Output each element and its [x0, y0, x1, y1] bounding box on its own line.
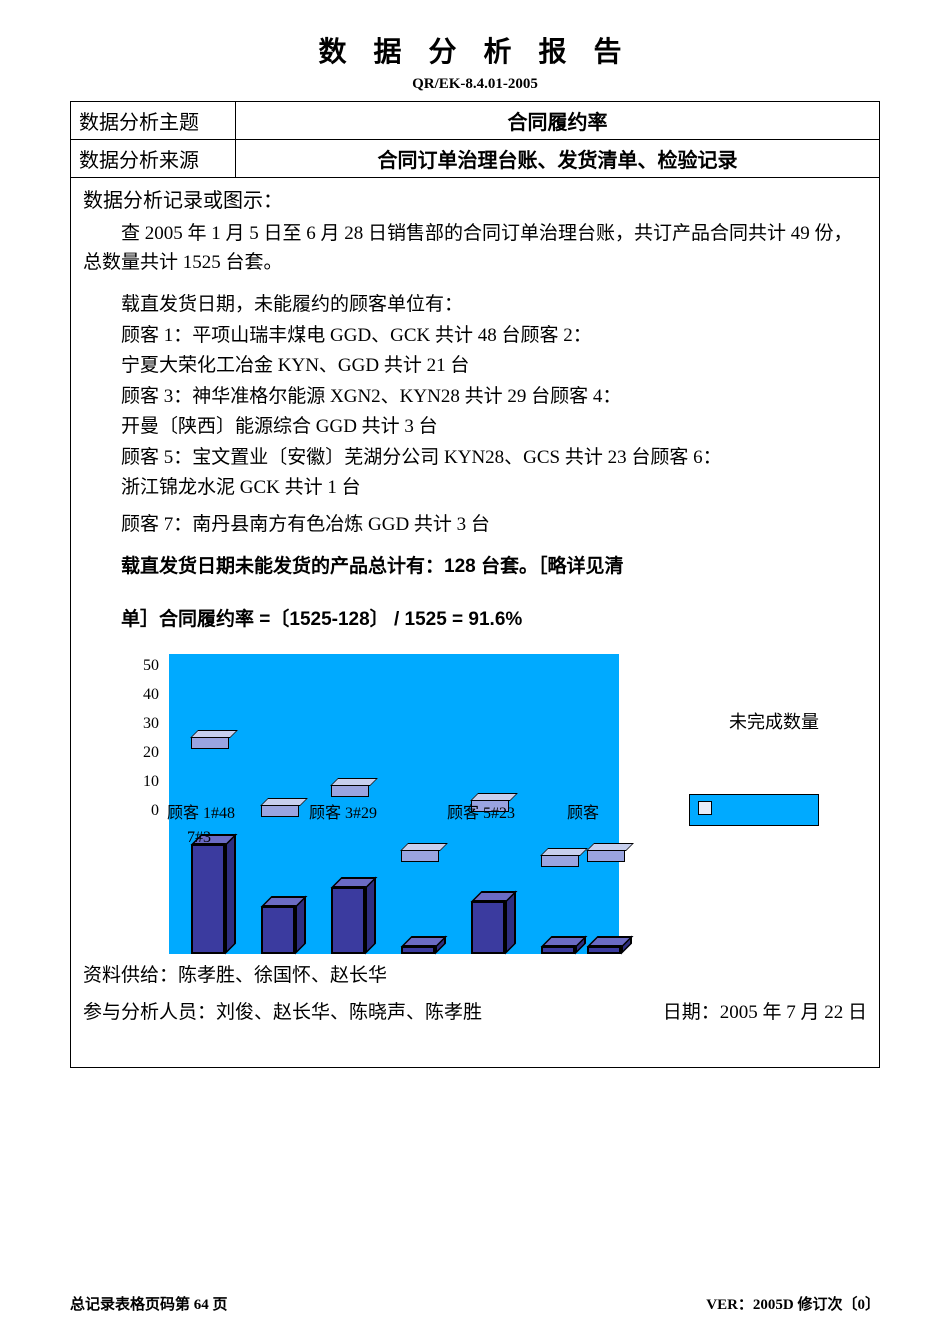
- bar: [587, 946, 621, 954]
- cust1: 顾客 1：平项山瑞丰煤电 GGD、GCK 共计 48 台顾客 2：: [121, 322, 867, 351]
- calc-line: 单］合同履约率 =〔1525-128〕 / 1525 = 91.6%: [121, 606, 867, 635]
- x-label: 顾客 5#23: [447, 802, 515, 826]
- cust2: 宁夏大荣化工冶金 KYN、GGD 共计 21 台: [121, 352, 867, 381]
- bar-cap: [191, 737, 229, 749]
- analysts: 参与分析人员：刘俊、赵长华、陈晓声、陈孝胜: [83, 999, 482, 1028]
- total-line: 载直发货日期未能发货的产品总计有：128 台套。［略详见清: [121, 553, 867, 582]
- legend-marker: [698, 801, 712, 815]
- footer-right: VER：2005D 修订次〔0〕: [706, 1293, 880, 1314]
- bar-cap: [587, 850, 625, 862]
- list-intro: 载直发货日期，未能履约的顾客单位有：: [121, 291, 867, 320]
- bar-cap: [331, 785, 369, 797]
- subject-value: 合同履约率: [236, 102, 880, 140]
- source-value: 合同订单治理台账、发货清单、检验记录: [236, 140, 880, 178]
- report-table: 数据分析主题 合同履约率 数据分析来源 合同订单治理台账、发货清单、检验记录 数…: [70, 101, 880, 1068]
- cust3: 顾客 3：神华准格尔能源 XGN2、KYN28 共计 29 台顾客 4：: [121, 383, 867, 412]
- para1: 查 2005 年 1 月 5 日至 6 月 28 日销售部的合同订单治理台账，共…: [83, 220, 867, 277]
- page-title: 数 据 分 析 报 告: [70, 30, 880, 70]
- source-label: 数据分析来源: [71, 140, 236, 178]
- bar: [541, 946, 575, 954]
- bar: [191, 844, 225, 954]
- cust4: 开曼〔陕西〕能源综合 GGD 共计 3 台: [121, 413, 867, 442]
- doc-code: QR/EK-8.4.01-2005: [70, 76, 880, 93]
- bar-cap: [541, 855, 579, 867]
- subject-label: 数据分析主题: [71, 102, 236, 140]
- bar-cap: [261, 805, 299, 817]
- bar: [331, 887, 365, 954]
- x-label: 顾客: [567, 802, 599, 826]
- x-label: 顾客 1#48: [167, 802, 235, 826]
- bar-cap: [401, 850, 439, 862]
- plot-area: 未完成数量 顾客 1#487#3顾客 3#29顾客 5#23顾客: [169, 654, 619, 954]
- date: 日期：2005 年 7 月 22 日: [663, 999, 867, 1028]
- cust7: 顾客 7：南丹县南方有色冶炼 GGD 共计 3 台: [121, 511, 867, 540]
- legend-title: 未完成数量: [729, 709, 819, 736]
- cust6: 浙江锦龙水泥 GCK 共计 1 台: [121, 474, 867, 503]
- footer-left: 总记录表格页码第 64 页: [70, 1293, 228, 1314]
- body-cell: 数据分析记录或图示： 查 2005 年 1 月 5 日至 6 月 28 日销售部…: [71, 178, 880, 1068]
- bar: [401, 946, 435, 954]
- y-axis: 50403020100: [143, 654, 159, 819]
- chart: 50403020100 未完成数量 顾客 1#487#3 顾客 3#29 顾客 5#…: [83, 634, 867, 954]
- bar: [471, 901, 505, 954]
- customer-list: 载直发货日期，未能履约的顾客单位有： 顾客 1：平项山瑞丰煤电 GGD、GCK …: [121, 291, 867, 539]
- section-head: 数据分析记录或图示：: [83, 186, 867, 216]
- legend-box: [689, 794, 819, 826]
- page-footer: 总记录表格页码第 64 页 VER：2005D 修订次〔0〕: [70, 1293, 880, 1314]
- cust5: 顾客 5：宝文置业〔安徽〕芜湖分公司 KYN28、GCS 共计 23 台顾客 6…: [121, 444, 867, 473]
- x-label: 7#3: [187, 826, 211, 850]
- x-label: 顾客 3#29: [309, 802, 377, 826]
- bar: [261, 906, 295, 954]
- providers: 资料供给：陈孝胜、徐国怀、赵长华: [83, 962, 867, 991]
